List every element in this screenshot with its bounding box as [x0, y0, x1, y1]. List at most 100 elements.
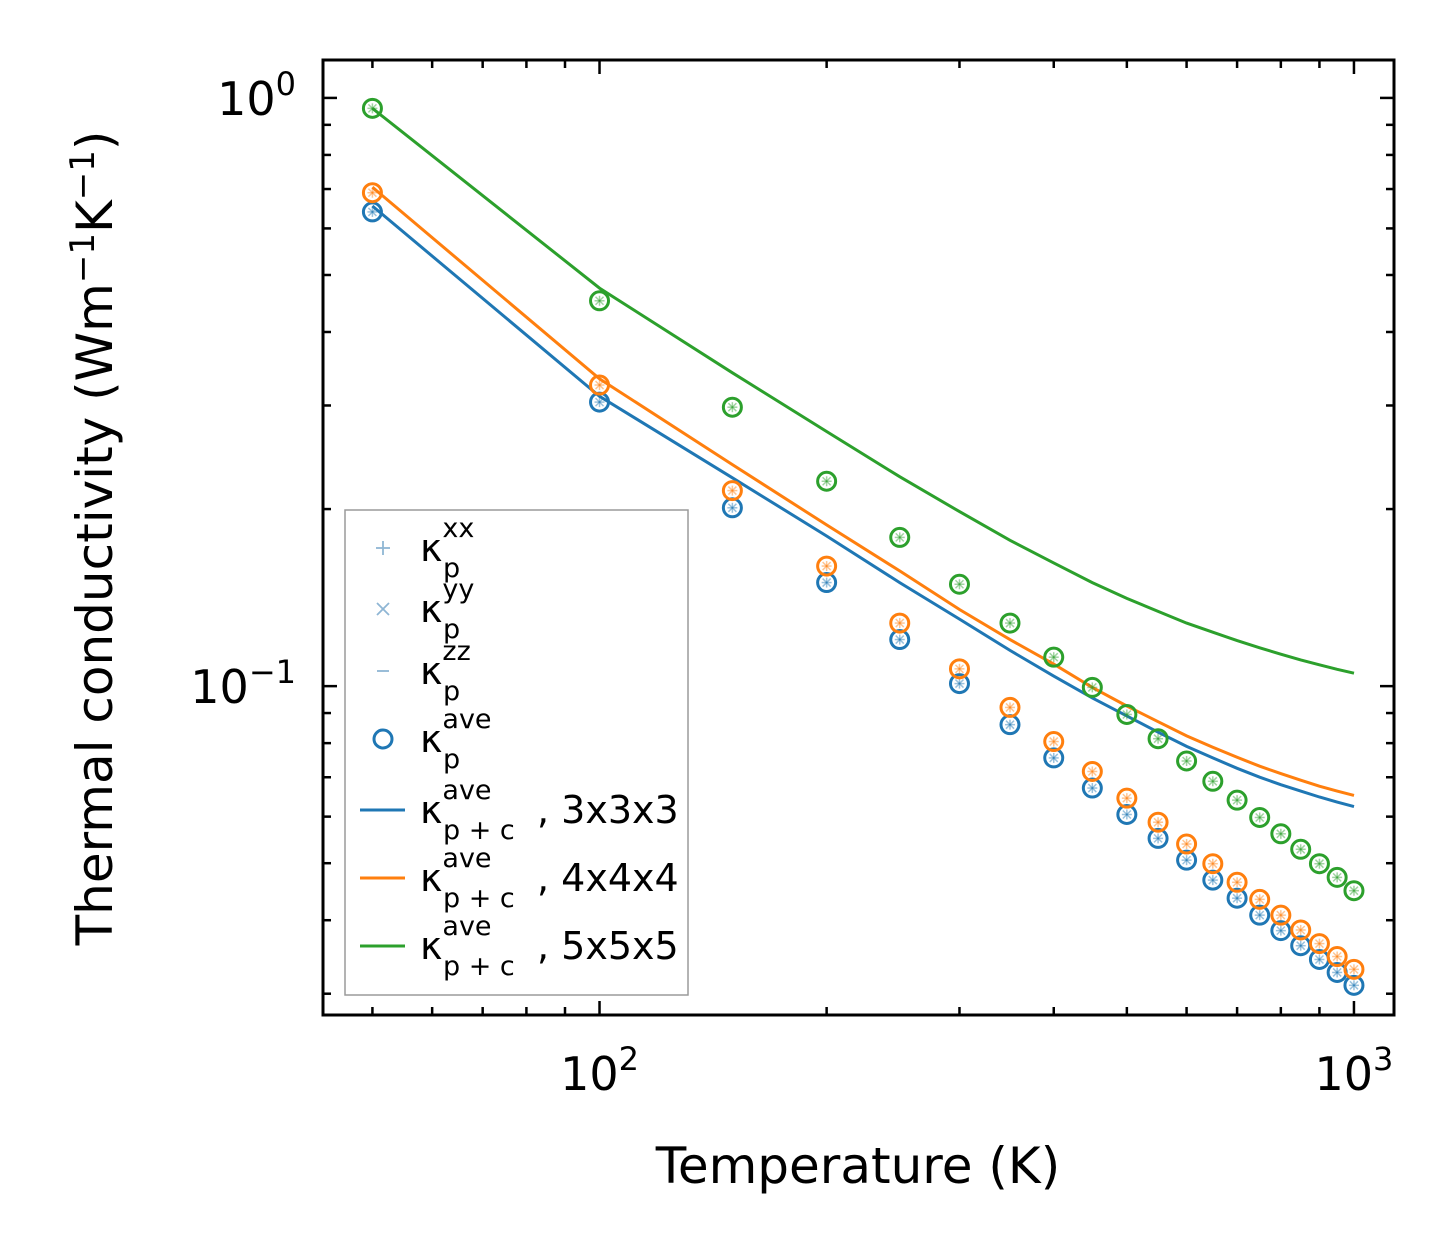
- legend-label-6: κave p + c , 5x5x5: [420, 911, 679, 982]
- legend-circle: [372, 728, 394, 750]
- marker-cross-a: [954, 664, 965, 674]
- marker-cross-a: [727, 503, 737, 513]
- marker-cross-a: [1049, 753, 1059, 763]
- marker-cross-a: [1296, 844, 1306, 854]
- point-5x5x5-100: [589, 290, 611, 312]
- marker-cross-b: [1005, 702, 1015, 712]
- marker-circle: [1249, 888, 1271, 910]
- marker-cross-b: [1276, 926, 1286, 936]
- point-4x4x4-100: [589, 374, 611, 396]
- marker-circle: [1116, 703, 1138, 725]
- point-4x4x4-600: [1176, 833, 1198, 855]
- point-5x5x5-300: [948, 573, 970, 595]
- point-4x4x4-300: [948, 658, 970, 680]
- point-3x3x3-800: [1270, 920, 1292, 942]
- marker-cross-b: [822, 578, 832, 588]
- marker-cross-b: [1255, 812, 1265, 823]
- marker-circle: [1343, 958, 1365, 980]
- point-5x5x5-600: [1176, 750, 1198, 772]
- legend-label-sub: p: [443, 553, 460, 584]
- marker-circle: [1226, 871, 1248, 893]
- marker-circle: [1043, 731, 1065, 753]
- x-tick-label-exp: 3: [1373, 1040, 1393, 1078]
- major-ticks: [323, 60, 1394, 1015]
- marker-cross-b: [1208, 859, 1218, 869]
- point-3x3x3-400: [1043, 747, 1065, 769]
- y-tick-label-exp: −1: [249, 653, 296, 691]
- marker-circle: [999, 696, 1021, 718]
- legend-box: [344, 509, 689, 996]
- marker-cross-a: [954, 679, 965, 689]
- marker-circle: [361, 182, 383, 204]
- marker-cross-a: [1153, 833, 1163, 843]
- legend-label-sub: p: [443, 614, 460, 645]
- marker-cross-a: [822, 561, 832, 571]
- legend-cross-b: [376, 602, 390, 616]
- marker-circle: [1226, 789, 1248, 811]
- point-4x4x4-650: [1202, 853, 1224, 875]
- marker-cross-b: [1122, 709, 1132, 720]
- marker-cross-a: [1182, 839, 1192, 849]
- marker-cross-b: [1049, 753, 1059, 763]
- marker-cross-a: [895, 635, 905, 645]
- line-series-3x3x3: [371, 204, 1355, 809]
- marker-cross-a: [1208, 859, 1218, 869]
- marker-cross-b: [1296, 941, 1306, 951]
- marker-cross-a: [1255, 894, 1265, 904]
- marker-cross-a: [1005, 618, 1015, 628]
- point-5x5x5-250: [889, 526, 911, 548]
- legend-entry-2: κzz p: [377, 636, 471, 707]
- marker-circle: [361, 97, 383, 119]
- marker-circle: [721, 396, 743, 418]
- point-4x4x4-550: [1147, 811, 1169, 833]
- marker-circle: [1343, 974, 1365, 996]
- marker-cross-a: [1314, 939, 1324, 949]
- marker-cross-a: [1276, 910, 1286, 920]
- marker-circle: [589, 290, 611, 312]
- marker-cross-b: [1049, 737, 1059, 747]
- marker-cross-b: [822, 476, 832, 486]
- marker-circle: [1043, 646, 1065, 668]
- marker-cross-b: [954, 579, 965, 589]
- marker-circle: [1270, 823, 1292, 845]
- legend-entry-6: κave p + c , 5x5x5: [360, 911, 679, 982]
- marker-circle: [816, 555, 838, 577]
- point-4x4x4-450: [1081, 760, 1103, 782]
- point-4x4x4-900: [1308, 933, 1330, 955]
- legend-label-sup: ave: [442, 911, 491, 942]
- marker-cross-a: [1255, 812, 1265, 823]
- marker-cross-b: [1182, 855, 1192, 865]
- marker-circle: [1043, 747, 1065, 769]
- marker-cross-b: [367, 207, 377, 217]
- marker-cross-a: [954, 579, 965, 589]
- marker-cross-b: [367, 103, 377, 113]
- legend-label-tail: , 4x4x4: [537, 856, 679, 900]
- marker-cross-a: [822, 578, 832, 588]
- y-tick-label-base: 10: [190, 660, 249, 714]
- legend-label-5: κave p + c , 4x4x4: [420, 843, 679, 914]
- legend-label-sub: p: [443, 676, 460, 707]
- y-tick-label-base: 10: [217, 72, 276, 126]
- marker-cross-b: [1208, 776, 1218, 786]
- point-3x3x3-750: [1249, 904, 1271, 926]
- marker-cross-b: [1122, 793, 1132, 803]
- marker-circle: [816, 470, 838, 492]
- marker-cross-a: [1005, 702, 1015, 712]
- point-4x4x4-1000: [1343, 958, 1365, 980]
- conductivity-points: [361, 97, 1365, 996]
- point-3x3x3-1000: [1343, 974, 1365, 996]
- marker-cross-b: [1087, 783, 1097, 793]
- legend-label-sub: p: [443, 744, 460, 775]
- marker-cross-b: [594, 397, 605, 407]
- marker-cross-b: [1049, 652, 1059, 662]
- x-tick-label-1: 103: [1315, 1040, 1394, 1101]
- marker-cross-b: [1276, 829, 1286, 839]
- marker-cross-b: [1005, 618, 1015, 628]
- marker-cross-a: [727, 402, 737, 412]
- marker-circle: [1226, 887, 1248, 909]
- marker-cross-b: [954, 679, 965, 689]
- marker-cross-b: [594, 380, 605, 390]
- marker-cross-a: [895, 618, 905, 628]
